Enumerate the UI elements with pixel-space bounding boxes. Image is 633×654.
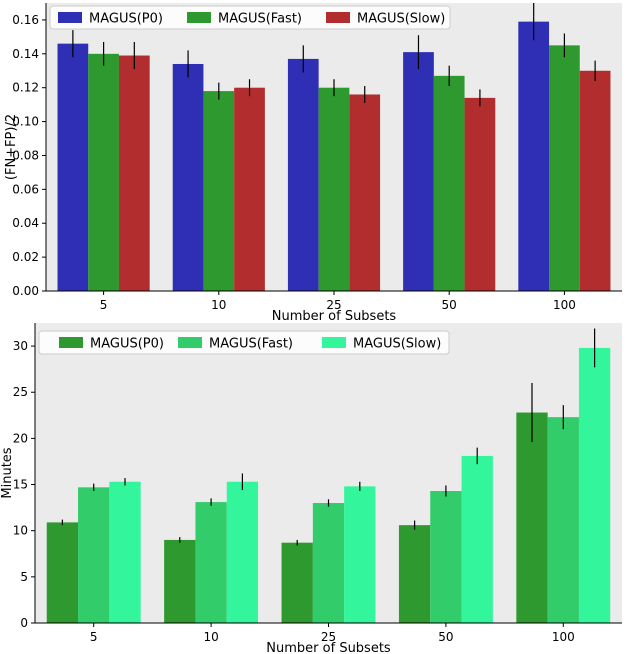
x-tick-label: 25 [326,298,341,312]
y-tick-label: 0.08 [12,148,39,162]
legend: MAGUS(P0) MAGUS(Fast) MAGUS(Slow) [49,5,451,30]
legend: MAGUS(P0) MAGUS(Fast) MAGUS(Slow) [38,330,450,355]
bar-magus-fast-5 [78,487,110,623]
bar-magus-p0-100 [518,21,550,292]
legend-label: MAGUS(Fast) [209,337,293,352]
y-tick-label: 30 [13,339,28,353]
bar-magus-slow-25 [349,94,381,291]
bar-magus-p0-5 [46,522,79,623]
y-tick-label: 15 [13,478,28,492]
bar-magus-fast-100 [547,417,579,623]
y-tick-label: 0.06 [12,182,39,196]
bar-magus-fast-100 [549,45,580,292]
bar-magus-p0-100 [516,412,548,623]
y-tick-label: 0.02 [12,250,39,264]
bar-magus-p0-50 [398,525,431,623]
y-tick-label: 0.16 [12,13,39,27]
bar-magus-p0-10 [172,63,204,291]
y-tick-label: 20 [13,431,28,445]
bar-magus-slow-50 [461,455,493,623]
bar-magus-p0-25 [281,542,313,623]
bar-magus-fast-50 [433,75,465,291]
x-axis-label: Number of Subsets [272,309,397,324]
bar-magus-slow-50 [464,97,496,291]
x-tick-label: 5 [90,630,98,644]
x-axis-label: Number of Subsets [266,641,391,654]
legend-label: MAGUS(Fast) [218,12,302,27]
bar-magus-fast-25 [318,87,350,292]
legend-label: MAGUS(Slow) [353,337,441,352]
x-tick-label: 25 [321,630,336,644]
chart-1: 0.00 0.02 0.04 0.06 0.08 0.10 0.12 0.14 0.16 5 10 2… [4,3,622,324]
y-tick-label: 0.00 [12,284,39,298]
bar-magus-p0-5 [57,43,89,291]
bar-magus-slow-25 [344,486,376,623]
bar-magus-slow-100 [578,347,611,623]
x-tick-label: 100 [553,298,576,312]
legend-label: MAGUS(P0) [90,337,164,352]
bar-magus-slow-10 [234,87,265,292]
y-tick-label: 0.12 [12,81,39,95]
bar-magus-fast-25 [312,503,345,623]
y-tick-label: 5 [20,570,28,584]
legend-swatch [59,337,83,348]
x-tick-label: 10 [203,630,218,644]
y-tick-label: 10 [13,524,28,538]
y-axis-label: (FN+FP)/2 [4,114,19,180]
y-tick-label: 0.14 [12,47,39,61]
y-tick-label: 0.04 [12,216,39,230]
y-tick-label: 25 [13,385,28,399]
x-tick-label: 5 [100,298,108,312]
x-tick-label: 100 [552,630,575,644]
legend-box [49,5,451,30]
bar-magus-slow-10 [226,481,259,623]
bar-magus-slow-100 [579,70,611,291]
legend-label: MAGUS(P0) [89,12,163,27]
bar-magus-p0-50 [403,52,434,292]
legend-swatch [322,337,346,348]
y-axis-label: Minutes [0,447,15,498]
bar-magus-p0-25 [287,58,319,291]
legend-swatch [178,337,202,348]
y-tick-label: 0.10 [12,115,39,129]
bar-magus-fast-5 [88,53,119,291]
bar-magus-fast-50 [430,491,462,623]
x-tick-label: 50 [442,298,457,312]
bar-magus-p0-10 [164,539,196,623]
legend-swatch [187,12,211,23]
bar-magus-slow-5 [109,481,141,623]
legend-swatch [326,12,350,23]
legend-label: MAGUS(Slow) [357,12,445,27]
x-tick-label: 50 [438,630,453,644]
legend-swatch [58,12,82,23]
bar-magus-fast-10 [203,91,235,291]
chart-2: 0 5 10 15 20 25 30 5 10 25 50 100 Number of Subsets M… [0,323,622,654]
bar-magus-fast-10 [195,502,227,623]
x-tick-label: 10 [211,298,226,312]
legend-box [38,330,450,355]
bar-magus-slow-5 [118,55,150,292]
y-tick-label: 0 [20,616,28,630]
